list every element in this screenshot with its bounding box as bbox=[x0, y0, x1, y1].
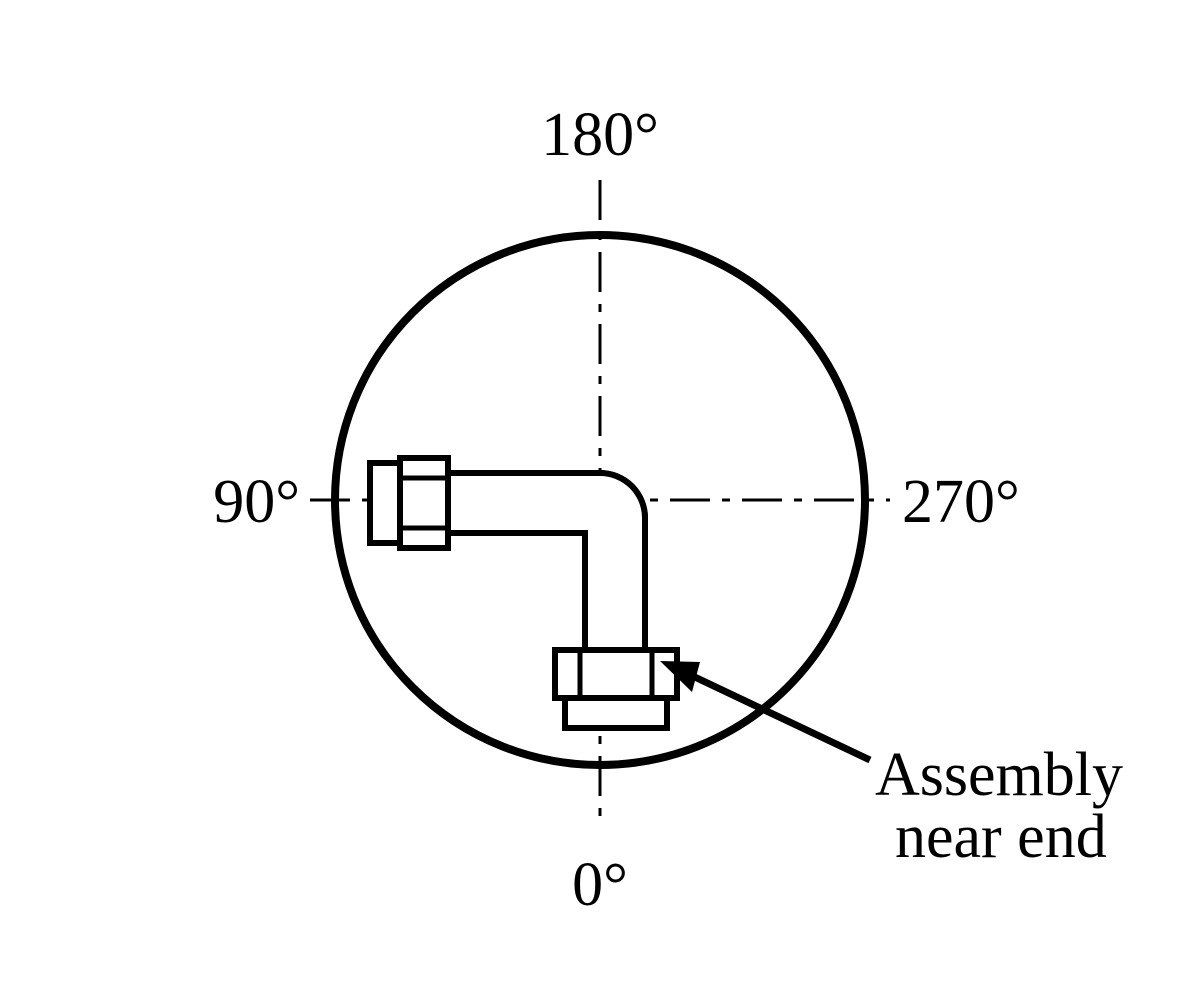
elbow-outer bbox=[568, 473, 645, 650]
left-nut bbox=[400, 458, 448, 548]
left-collar bbox=[370, 463, 400, 543]
angle-label-left: 90° bbox=[213, 468, 300, 536]
angle-label-right: 270° bbox=[902, 468, 1020, 536]
bottom-nut bbox=[555, 650, 677, 698]
angle-label-bottom: 0° bbox=[572, 851, 628, 919]
horizontal-pipe bbox=[448, 473, 583, 533]
annotation-line1: Assembly bbox=[875, 741, 1123, 809]
angle-label-top: 180° bbox=[541, 101, 659, 169]
bottom-collar bbox=[565, 698, 667, 728]
angle-diagram: 180° 0° 90° 270° Assembly near end bbox=[0, 0, 1200, 1000]
annotation-line2: near end bbox=[895, 803, 1107, 871]
